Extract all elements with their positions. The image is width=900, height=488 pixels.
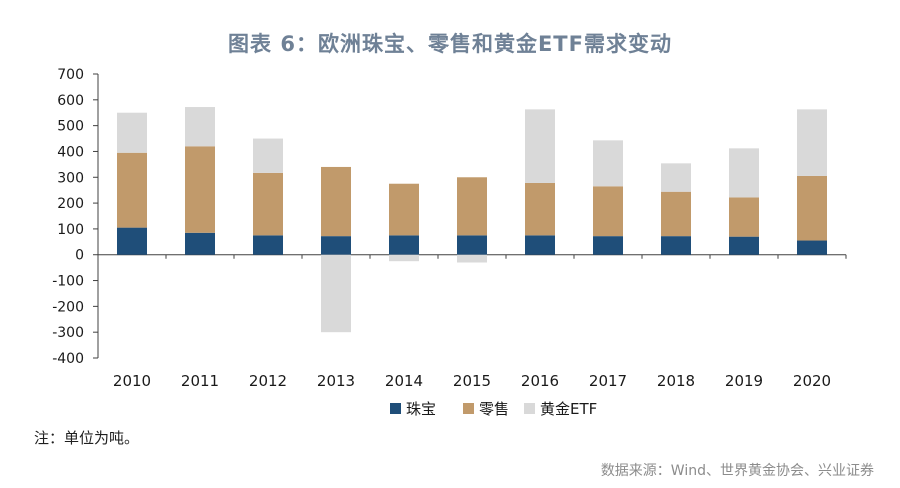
chart-title: 图表 6：欧洲珠宝、零售和黄金ETF需求变动: [228, 32, 672, 56]
bar-segment: [525, 182, 555, 236]
x-tick-label: 2017: [589, 372, 627, 390]
x-tick-label: 2020: [793, 372, 831, 390]
x-tick-label: 2012: [249, 372, 287, 390]
bar-segment: [389, 254, 419, 262]
bar-segment: [185, 146, 215, 233]
x-tick-label: 2014: [385, 372, 423, 390]
bar-segment: [593, 140, 623, 187]
bar-segment: [457, 235, 487, 255]
y-tick-label: 0: [75, 248, 84, 264]
bar-segment: [321, 166, 351, 237]
legend-label: 零售: [479, 400, 509, 418]
legend-swatch: [463, 403, 474, 414]
bar-segment: [253, 172, 283, 236]
bar-segment: [593, 236, 623, 255]
y-tick-label: 200: [57, 196, 84, 212]
bar-segment: [797, 175, 827, 241]
source-note: 数据来源：Wind、世界黄金协会、兴业证券: [600, 463, 874, 479]
bar-segment: [185, 107, 215, 147]
bar-segment: [661, 191, 691, 237]
bar-segment: [117, 227, 147, 255]
x-tick-label: 2015: [453, 372, 491, 390]
x-tick-label: 2019: [725, 372, 763, 390]
bar-segment: [797, 240, 827, 255]
x-tick-label: 2010: [113, 372, 151, 390]
plot-area: 700 600 500 400 300 200 100 0 -100 -200 -300 -400 20…: [52, 67, 847, 390]
bar-segment: [457, 177, 487, 236]
bar-segment: [525, 235, 555, 255]
y-tick-label: -200: [52, 299, 84, 315]
x-tick-label: 2013: [317, 372, 355, 390]
bar-segment: [729, 148, 759, 198]
y-tick-label: -100: [52, 274, 84, 290]
y-tick-label: 100: [57, 222, 84, 238]
bar-segment: [117, 112, 147, 153]
legend-swatch: [524, 403, 535, 414]
bar-segment: [593, 186, 623, 237]
bar-segment: [253, 138, 283, 173]
y-tick-label: 600: [57, 93, 84, 109]
y-tick-label: 500: [57, 119, 84, 135]
y-tick-label: -400: [52, 351, 84, 367]
bar-segment: [253, 235, 283, 255]
bar-segment: [389, 183, 419, 236]
bar-segment: [389, 235, 419, 255]
y-tick-label: 400: [57, 144, 84, 160]
legend: 珠宝 零售 黄金ETF: [390, 400, 597, 418]
legend-label: 黄金ETF: [540, 400, 597, 418]
bar-segment: [525, 109, 555, 183]
bar-segment: [661, 236, 691, 255]
x-tick-label: 2018: [657, 372, 695, 390]
bar-segment: [185, 232, 215, 255]
unit-note: 注：单位为吨。: [34, 429, 140, 447]
bar-segment: [661, 163, 691, 192]
legend-swatch: [390, 403, 401, 414]
bar-segment: [797, 109, 827, 176]
bar-segment: [117, 152, 147, 228]
legend-label: 珠宝: [406, 400, 436, 418]
bar-segment: [729, 197, 759, 237]
y-tick-label: -300: [52, 325, 84, 341]
y-tick-label: 300: [57, 170, 84, 186]
bar-segment: [321, 236, 351, 255]
x-tick-label: 2011: [181, 372, 219, 390]
bar-segment: [457, 254, 487, 263]
x-tick-label: 2016: [521, 372, 559, 390]
bar-segment: [729, 236, 759, 255]
bar-segment: [321, 254, 351, 333]
y-tick-label: 700: [57, 67, 84, 83]
